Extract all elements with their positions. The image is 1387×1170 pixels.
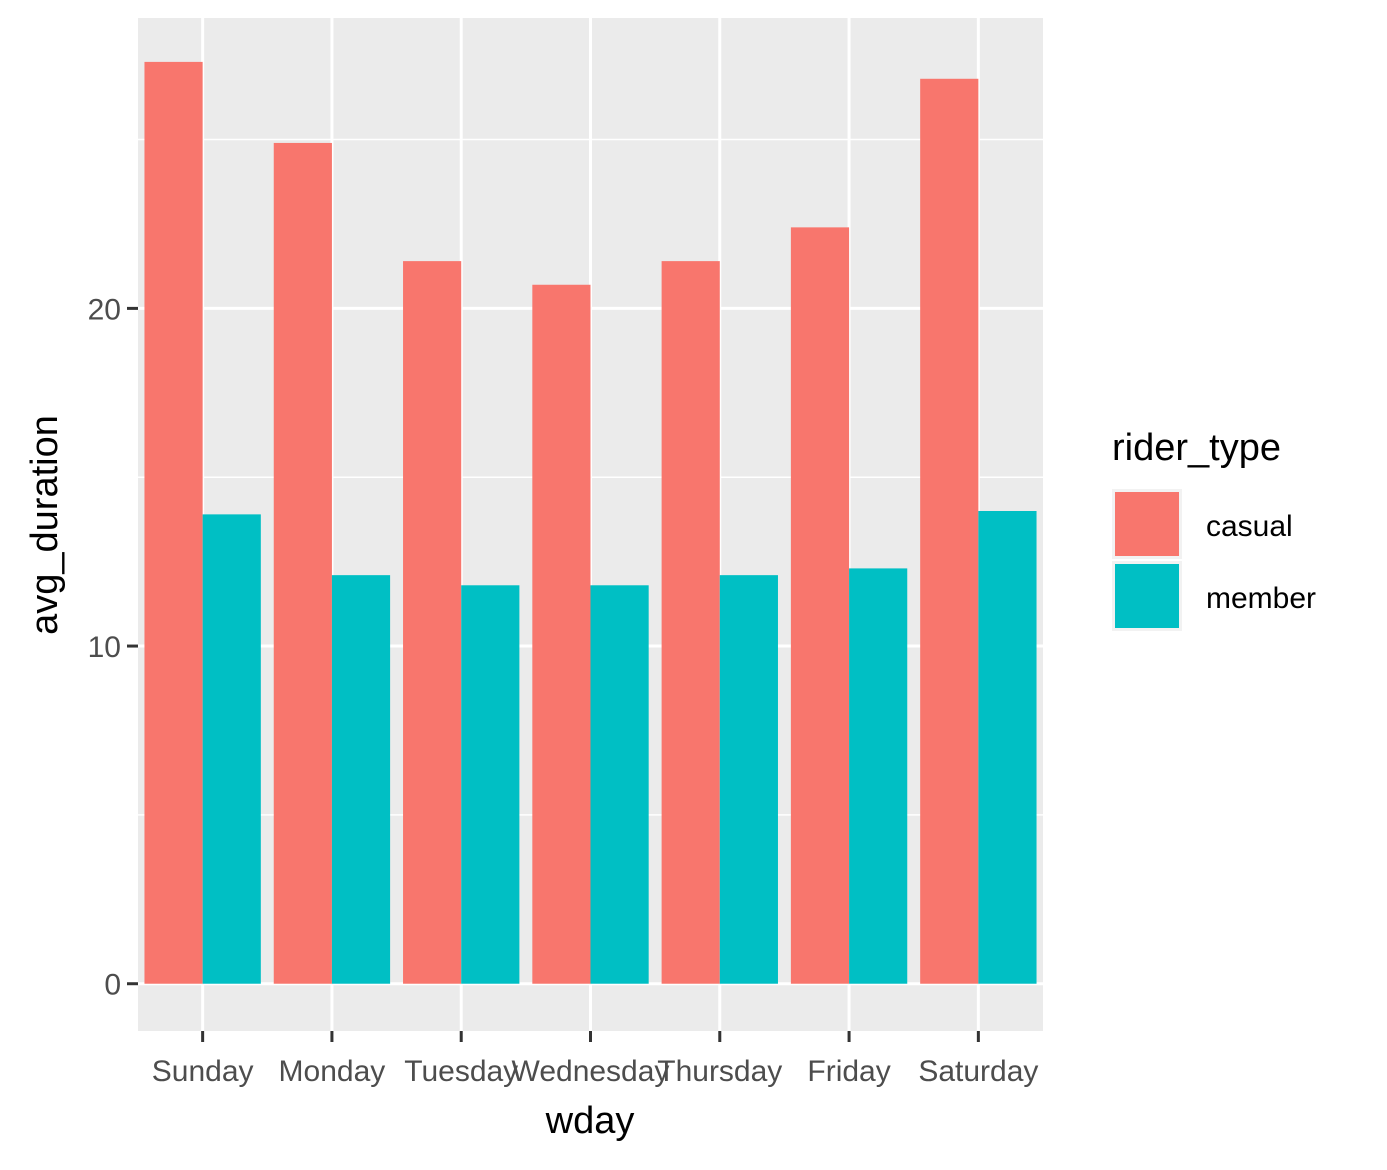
x-axis-title: wday	[545, 1100, 635, 1142]
x-tick-label-monday: Monday	[279, 1055, 386, 1088]
bar-casual-thursday	[661, 261, 720, 984]
bar-member-sunday	[202, 514, 261, 984]
legend-label-member: member	[1206, 582, 1316, 615]
y-axis: 0 10 20	[88, 293, 138, 1002]
x-tick-label-wednesday: Wednesday	[512, 1055, 670, 1088]
bar-member-monday	[331, 575, 391, 984]
x-tick-label-friday: Friday	[807, 1055, 890, 1088]
bar-member-thursday	[719, 575, 778, 984]
bar-casual-friday	[790, 227, 850, 984]
legend-swatch-casual	[1115, 492, 1179, 556]
bar-casual-sunday	[144, 61, 203, 984]
y-tick-label: 10	[88, 631, 121, 664]
bar-casual-monday	[273, 142, 332, 984]
legend-label-casual: casual	[1206, 510, 1293, 543]
bar-casual-wednesday	[532, 284, 591, 984]
bar-member-saturday	[978, 510, 1037, 984]
x-tick-label-saturday: Saturday	[918, 1055, 1038, 1088]
x-tick-label-sunday: Sunday	[152, 1055, 254, 1088]
bar-member-tuesday	[461, 585, 520, 984]
x-tick-label-thursday: Thursday	[657, 1055, 782, 1088]
x-tick-label-tuesday: Tuesday	[404, 1055, 518, 1088]
y-axis-title: avg_duration	[24, 415, 66, 635]
legend-swatch-member	[1115, 564, 1179, 628]
y-tick-label: 0	[104, 969, 121, 1002]
bar-member-wednesday	[590, 585, 649, 984]
bar-member-friday	[849, 568, 908, 984]
y-tick-label: 20	[88, 293, 121, 326]
bars-group	[144, 61, 1037, 984]
legend: rider_type casual member	[1112, 427, 1316, 631]
bar-casual-saturday	[920, 78, 979, 984]
legend-item-casual: casual	[1112, 489, 1293, 559]
legend-item-member: member	[1112, 561, 1316, 631]
bar-casual-tuesday	[403, 261, 462, 984]
legend-title: rider_type	[1112, 427, 1281, 469]
